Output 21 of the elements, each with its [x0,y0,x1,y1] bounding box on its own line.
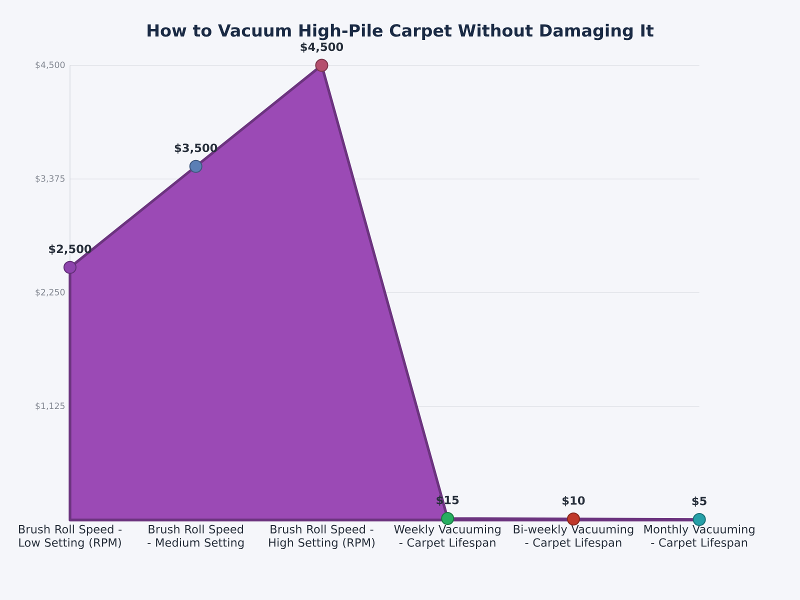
point [63,260,77,274]
point [315,58,328,72]
x-tick-label: Brush Roll Speed - Medium Setting [148,524,244,550]
x-tick-label: Brush Roll Speed - High Setting (RPM) [269,524,375,550]
point [441,512,454,526]
data-label: $4,500 [300,42,344,53]
y-tick-label: $4,500 [36,61,65,70]
y-tick-label: $2,250 [36,288,65,297]
data-label: $5 [692,496,706,507]
data-label: $3,500 [174,143,218,154]
x-tick-label: Weekly Vacuuming - Carpet Lifespan [394,524,500,550]
x-tick-label: Bi-weekly Vacuuming - Carpet Lifespan [514,524,634,550]
chart-title: How to Vacuum High-Pile Carpet Without Damaging It [148,24,654,40]
data-label: $10 [562,496,585,506]
y-tick-label: $3,375 [36,175,65,183]
data-label: $2,500 [49,244,92,255]
point [566,512,580,526]
x-tick-label: Monthly Vacuuming - Carpet Lifespan [644,524,754,550]
y-tick-label: $1,125 [36,402,65,410]
point [189,160,202,173]
x-tick-label: Brush Roll Speed - Low Setting (RPM) [18,524,122,550]
